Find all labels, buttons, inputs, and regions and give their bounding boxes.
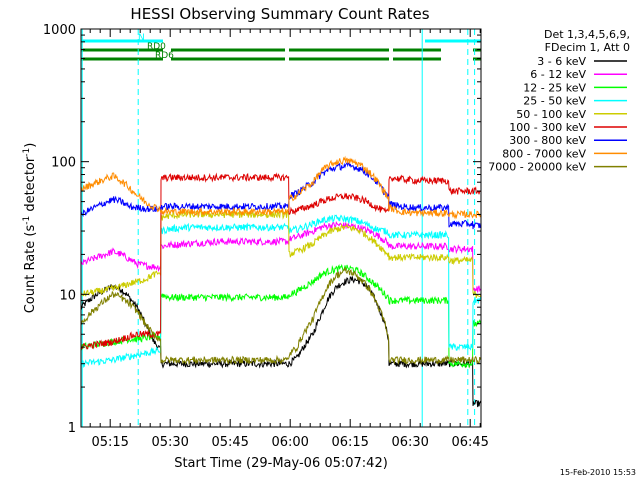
x-tick-label: 06:30 xyxy=(391,435,428,450)
legend-label-1: 3 - 6 keV xyxy=(537,55,586,68)
y-axis-label-mid: detector xyxy=(23,156,38,216)
series-9-line xyxy=(80,266,482,366)
flag-label-1: RD0 xyxy=(147,42,166,52)
legend-label-6: 100 - 300 keV xyxy=(509,121,586,134)
y-axis-label-main: Count Rate (s xyxy=(23,225,38,314)
legend: Det 1,3,4,5,6,9, FDecim 1, Att 0 3 - 6 k… xyxy=(488,28,630,174)
y-axis-label-end: ) xyxy=(23,143,38,148)
y-axis-label-sup1: -1 xyxy=(22,216,32,225)
x-axis: 05:15 05:30 05:45 06:00 06:15 06:30 06:45 xyxy=(89,29,489,450)
series-5-line xyxy=(80,209,482,298)
x-tick-label: 05:45 xyxy=(211,435,248,450)
legend-label-5: 50 - 100 keV xyxy=(516,108,586,121)
y-tick-label: 100 xyxy=(51,156,76,171)
series-2-line xyxy=(80,221,482,293)
series-layer xyxy=(80,155,482,408)
x-axis-label: Start Time (29-May-06 05:07:42) xyxy=(174,456,388,471)
y-axis-label: Count Rate (s-1 detector-1) xyxy=(22,143,38,314)
y-axis-label-sup2: -1 xyxy=(22,148,32,157)
series-7-line xyxy=(80,161,482,230)
x-tick-label: 06:00 xyxy=(271,435,308,450)
x-tick-label: 05:15 xyxy=(91,435,128,450)
x-tick-label: 05:30 xyxy=(151,435,188,450)
series-4-line xyxy=(80,214,482,368)
y-tick-label: 1 xyxy=(68,421,76,436)
legend-label-4: 25 - 50 keV xyxy=(523,95,586,108)
vertical-markers xyxy=(81,29,476,427)
y-axis: 1 10 100 1000 xyxy=(43,23,481,436)
legend-label-7: 300 - 800 keV xyxy=(509,134,586,147)
legend-label-2: 6 - 12 keV xyxy=(530,68,586,81)
legend-header-decimation: FDecim 1, Att 0 xyxy=(545,41,630,54)
chart-title: HESSI Observing Summary Count Rates xyxy=(130,5,429,23)
series-6-line xyxy=(80,172,482,350)
y-tick-label: 10 xyxy=(59,288,76,303)
y-tick-label: 1000 xyxy=(43,23,76,38)
x-tick-label: 06:15 xyxy=(331,435,368,450)
legend-header-detectors: Det 1,3,4,5,6,9, xyxy=(544,28,630,41)
flag-label-0: N xyxy=(138,33,145,43)
flag-label-2: RD6 xyxy=(155,51,174,61)
legend-label-3: 12 - 25 keV xyxy=(523,81,586,94)
series-8-line xyxy=(80,155,482,220)
legend-label-8: 800 - 7000 keV xyxy=(502,147,586,160)
x-tick-label: 06:45 xyxy=(451,435,488,450)
footer-timestamp: 15-Feb-2010 15:53 xyxy=(560,468,636,477)
plot-frame xyxy=(80,28,482,428)
legend-label-9: 7000 - 20000 keV xyxy=(488,161,586,174)
